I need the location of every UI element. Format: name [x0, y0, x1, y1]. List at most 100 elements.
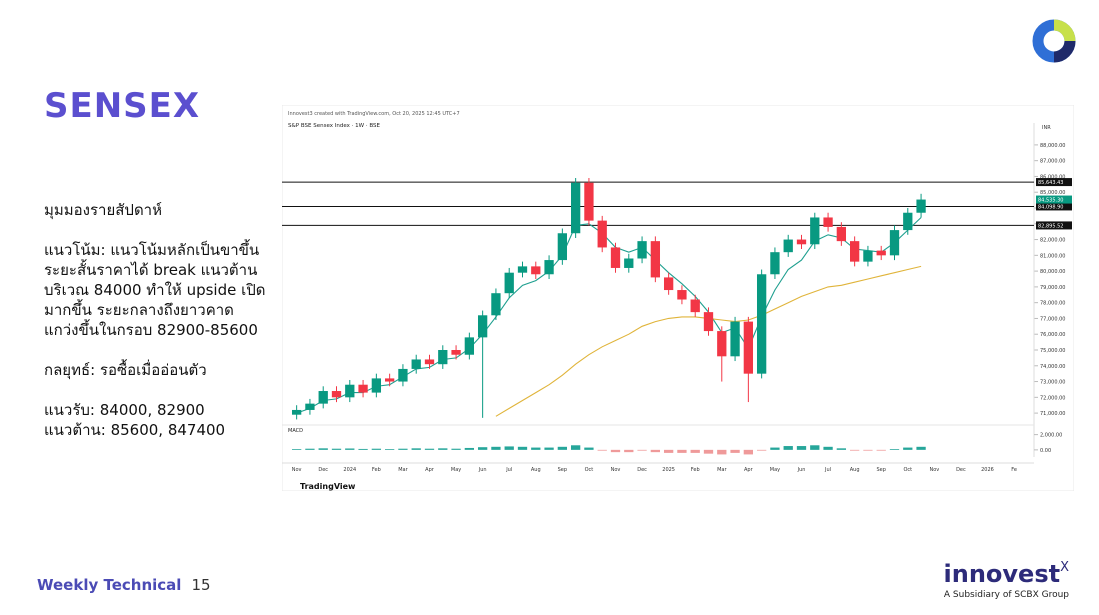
candle-body [836, 226, 847, 242]
macd-bar [398, 448, 408, 450]
y-tick-label: 74,000.00 [1040, 364, 1065, 370]
candle-body [464, 337, 475, 355]
x-tick-label: Nov [292, 467, 302, 473]
x-tick-label: Dec [318, 467, 328, 473]
candle-body [637, 241, 647, 259]
candle-body [849, 241, 860, 262]
commentary-line: แนวรับ: 84000, 82900 [44, 401, 205, 419]
level-tag [1036, 221, 1072, 230]
y-tick-label: 79,000.00 [1040, 285, 1065, 291]
level-label: 84,098.90 [1038, 204, 1063, 210]
x-tick-label: Jul [505, 467, 512, 473]
candle-body [438, 350, 448, 365]
macd-bar [451, 448, 461, 450]
candle-body [743, 321, 754, 374]
brand-mark: X [1060, 560, 1069, 575]
macd-bar [783, 446, 793, 450]
chart: Innovest3 created with TradingView.com, … [282, 105, 1074, 491]
macd-bar [889, 449, 900, 450]
macd-bar [863, 449, 873, 451]
macd-bar [836, 448, 847, 450]
macd-bar [903, 447, 913, 450]
macd-bar [584, 447, 594, 450]
macd-tick-label: 0.00 [1040, 448, 1051, 454]
y-tick-label: 73,000.00 [1040, 380, 1065, 386]
level-label: 82,895.52 [1038, 223, 1063, 229]
candle-body [477, 315, 488, 338]
macd-bar [717, 449, 727, 455]
x-tick-label: Jun [797, 467, 806, 473]
y-tick-label: 81,000.00 [1040, 253, 1065, 259]
x-tick-label: Feb [691, 467, 700, 473]
y-tick-label: 86,000.00 [1040, 174, 1065, 180]
logo-arc [1053, 19, 1076, 42]
macd-bar [823, 446, 833, 450]
macd-bar [796, 446, 807, 450]
commentary-line: แนวต้าน: 85600, 847400 [44, 421, 226, 439]
price-tag [1036, 195, 1072, 204]
macd-bar [384, 449, 395, 450]
candle-body [398, 368, 408, 382]
price-label: 84,535.30 [1038, 198, 1063, 204]
commentary-line [44, 340, 284, 360]
macd-bar [305, 448, 315, 450]
candle-body [783, 239, 793, 253]
macd-bar [424, 448, 435, 450]
macd-bar [464, 447, 475, 450]
macd-label: MACD [288, 428, 303, 434]
currency: INR [1042, 125, 1051, 131]
macd-bar [770, 447, 780, 450]
macd-bar [849, 449, 860, 451]
watermark: TradingView [300, 482, 356, 491]
commentary-line: กลยุทธ์: รอซื้อเมื่ออ่อนตัว [44, 361, 207, 379]
macd-bar [318, 448, 328, 450]
macd-bar [663, 449, 674, 453]
macd-bar [730, 449, 740, 453]
candle-body [504, 272, 514, 294]
macd-bar [438, 448, 448, 450]
x-tick-label: Apr [425, 467, 435, 473]
macd-bar [544, 447, 554, 450]
slide-title: SENSEX [44, 86, 201, 126]
commentary-line: มุมมองรายสัปดาห์ [44, 201, 162, 219]
brand-name: innovest [943, 560, 1061, 588]
candle-body [358, 384, 368, 393]
candle-body [823, 217, 833, 227]
macd-bar [371, 448, 382, 450]
candle-body [690, 299, 700, 313]
candle-body [451, 350, 461, 355]
commentary-line: มากขึ้น ระยะกลางถึงยาวคาด [44, 301, 234, 319]
candle-body [570, 182, 581, 234]
x-tick-label: 2024 [343, 467, 356, 473]
macd-bar [637, 449, 647, 451]
y-tick-label: 71,000.00 [1040, 411, 1065, 417]
candle-body [876, 250, 886, 256]
candle-body [863, 250, 873, 262]
logo-icon [1032, 19, 1076, 63]
commentary-line [44, 380, 284, 400]
candle-body [624, 258, 634, 268]
macd-bar [876, 449, 886, 451]
x-tick-label: Jul [824, 467, 831, 473]
x-tick-label: Oct [585, 467, 594, 473]
y-tick-label: 82,000.00 [1040, 238, 1065, 244]
level-label: 85,643.43 [1038, 180, 1063, 186]
commentary-line [44, 220, 284, 240]
page-number: 15 [191, 576, 211, 594]
macd-bar [517, 446, 528, 450]
macd-tick-label: 2,000.00 [1040, 433, 1062, 439]
x-tick-label: Jun [478, 467, 487, 473]
macd-bar [703, 449, 714, 454]
candle-body [770, 252, 780, 275]
candle-body [677, 290, 687, 300]
x-tick-label: Nov [611, 467, 621, 473]
candle-body [291, 409, 302, 415]
footer: Weekly Technical 15 [37, 576, 211, 594]
commentary-line: แนวโน้ม: แนวโน้มหลักเป็นขาขึ้น [44, 241, 260, 259]
x-tick-label: Dec [637, 467, 647, 473]
x-tick-label: 2025 [662, 467, 675, 473]
x-tick-label: May [451, 467, 461, 473]
y-tick-label: 77,000.00 [1040, 316, 1065, 322]
candle-body [331, 391, 342, 398]
candle-body [411, 359, 421, 369]
